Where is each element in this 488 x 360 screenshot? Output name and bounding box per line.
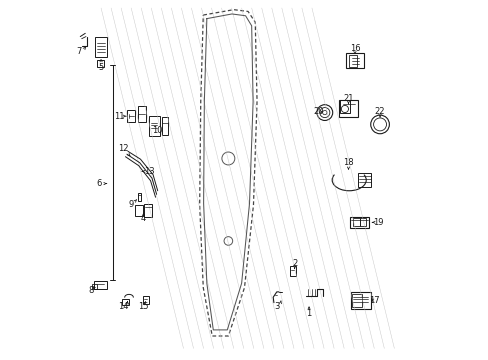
Text: 12: 12 (118, 144, 128, 153)
Text: 5: 5 (98, 63, 103, 72)
Bar (142, 296, 148, 305)
Bar (349, 217, 368, 228)
Bar (97, 59, 104, 67)
Text: 13: 13 (144, 167, 155, 176)
Bar (339, 100, 349, 113)
Bar (162, 117, 168, 135)
Bar (289, 266, 296, 276)
Text: 11: 11 (114, 112, 124, 121)
Bar (346, 53, 363, 68)
Text: 15: 15 (138, 302, 148, 311)
Text: 21: 21 (343, 94, 353, 103)
Text: 3: 3 (274, 302, 279, 311)
Text: 17: 17 (368, 296, 379, 305)
Bar (350, 292, 371, 309)
Bar (359, 219, 366, 226)
Bar (93, 281, 107, 289)
Text: 19: 19 (372, 218, 383, 227)
Text: 6: 6 (96, 179, 102, 188)
Text: 7: 7 (76, 47, 81, 56)
Text: 8: 8 (88, 286, 94, 295)
Bar (144, 204, 152, 217)
Text: 22: 22 (374, 107, 385, 116)
Text: 9: 9 (128, 200, 133, 209)
Bar (126, 111, 135, 122)
Text: 1: 1 (306, 309, 311, 318)
Bar (95, 37, 106, 57)
Bar (137, 107, 145, 122)
Bar (357, 173, 371, 187)
Text: 20: 20 (312, 107, 323, 116)
Bar (92, 284, 97, 289)
Bar (348, 55, 356, 67)
Bar (148, 116, 159, 136)
Text: 4: 4 (141, 214, 146, 223)
Text: 16: 16 (349, 44, 360, 53)
Bar (135, 205, 142, 216)
Text: 14: 14 (118, 302, 129, 311)
Bar (137, 193, 140, 201)
Text: 10: 10 (152, 126, 163, 135)
Bar (339, 100, 357, 117)
Bar (352, 294, 362, 307)
Text: 2: 2 (291, 259, 297, 268)
Bar (352, 219, 359, 226)
Text: 18: 18 (343, 158, 353, 167)
Bar (122, 299, 129, 305)
